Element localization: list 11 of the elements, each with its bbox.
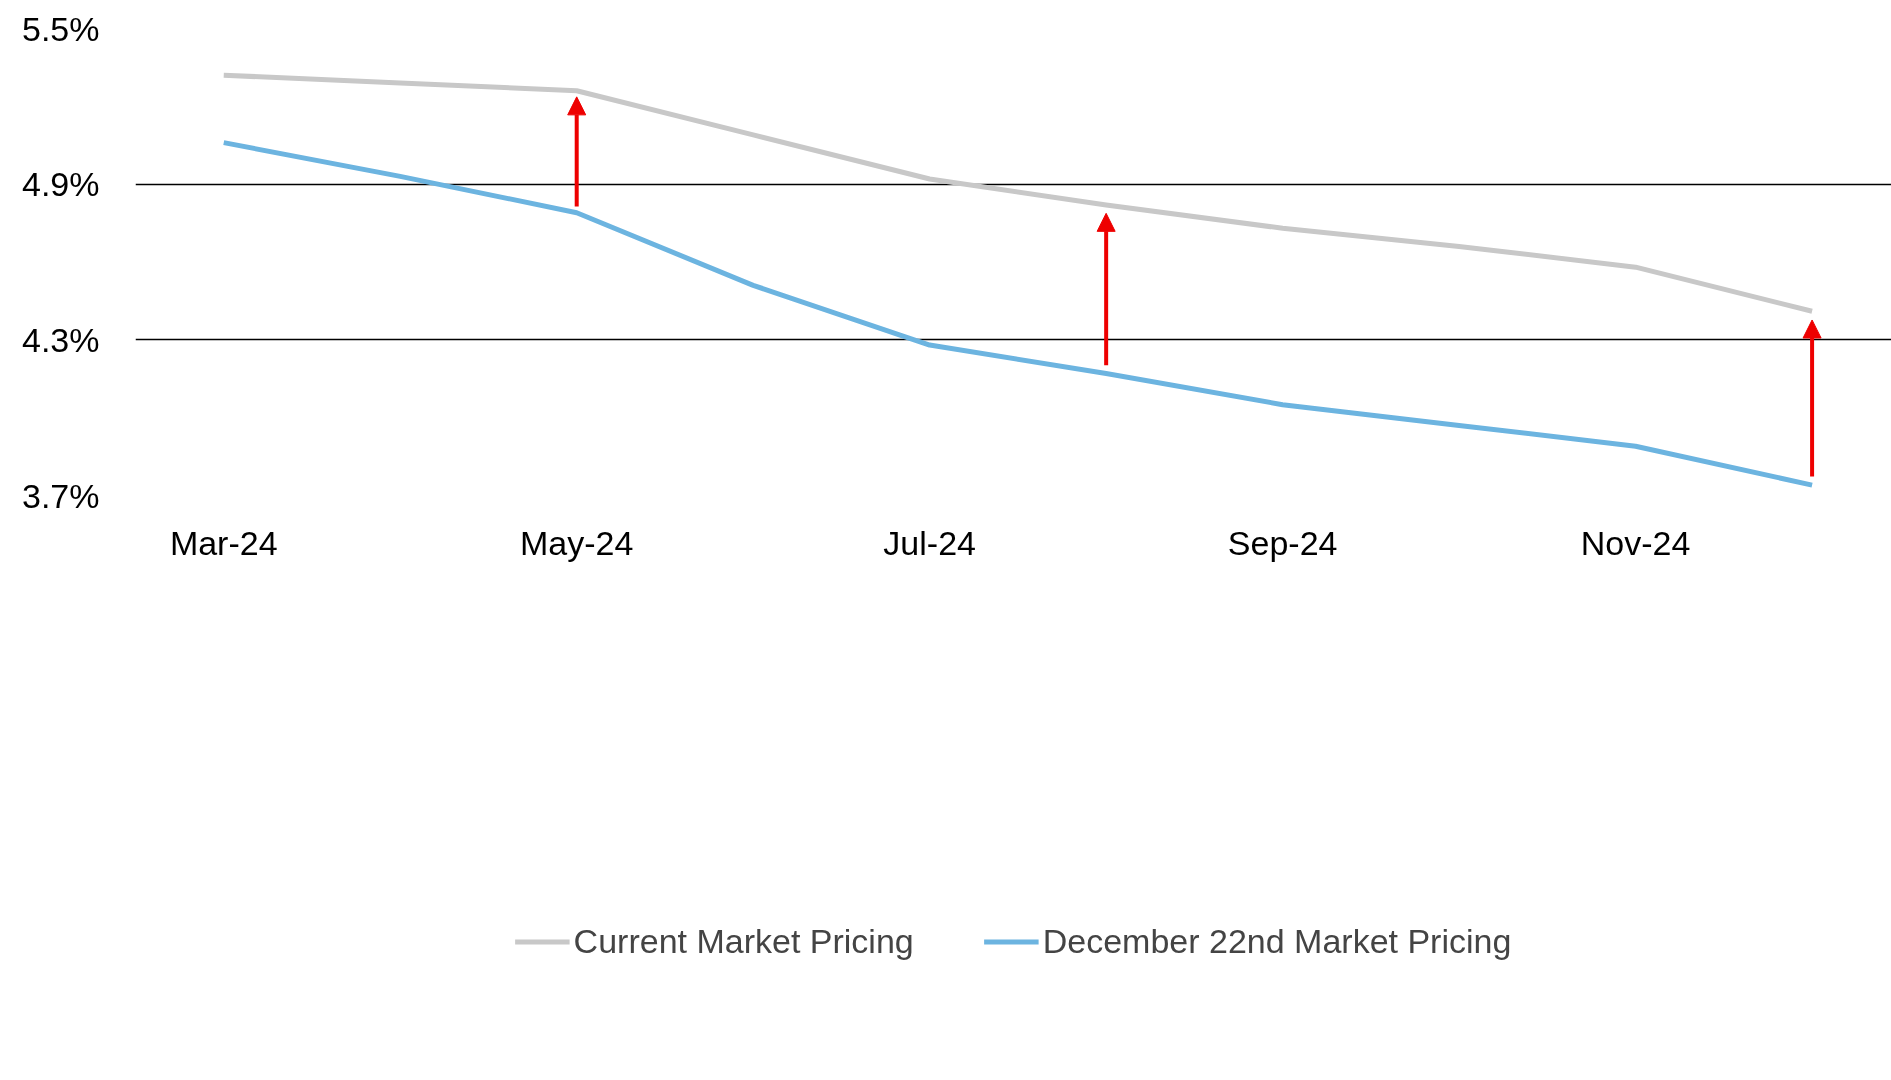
x-tick-label: May-24 — [520, 523, 634, 562]
x-tick-label: Sep-24 — [1227, 523, 1338, 562]
legend-label: December 22nd Market Pricing — [1042, 921, 1512, 961]
y-tick-label: 5.5% — [22, 9, 100, 48]
legend-label: Current Market Pricing — [573, 921, 914, 961]
x-tick-label: Nov-24 — [1580, 523, 1691, 562]
y-tick-label: 3.7% — [22, 476, 100, 515]
x-tick-label: Mar-24 — [169, 523, 278, 562]
y-tick-label: 4.3% — [22, 320, 100, 359]
y-tick-label: 4.9% — [22, 165, 100, 204]
x-tick-label: Jul-24 — [883, 523, 976, 562]
